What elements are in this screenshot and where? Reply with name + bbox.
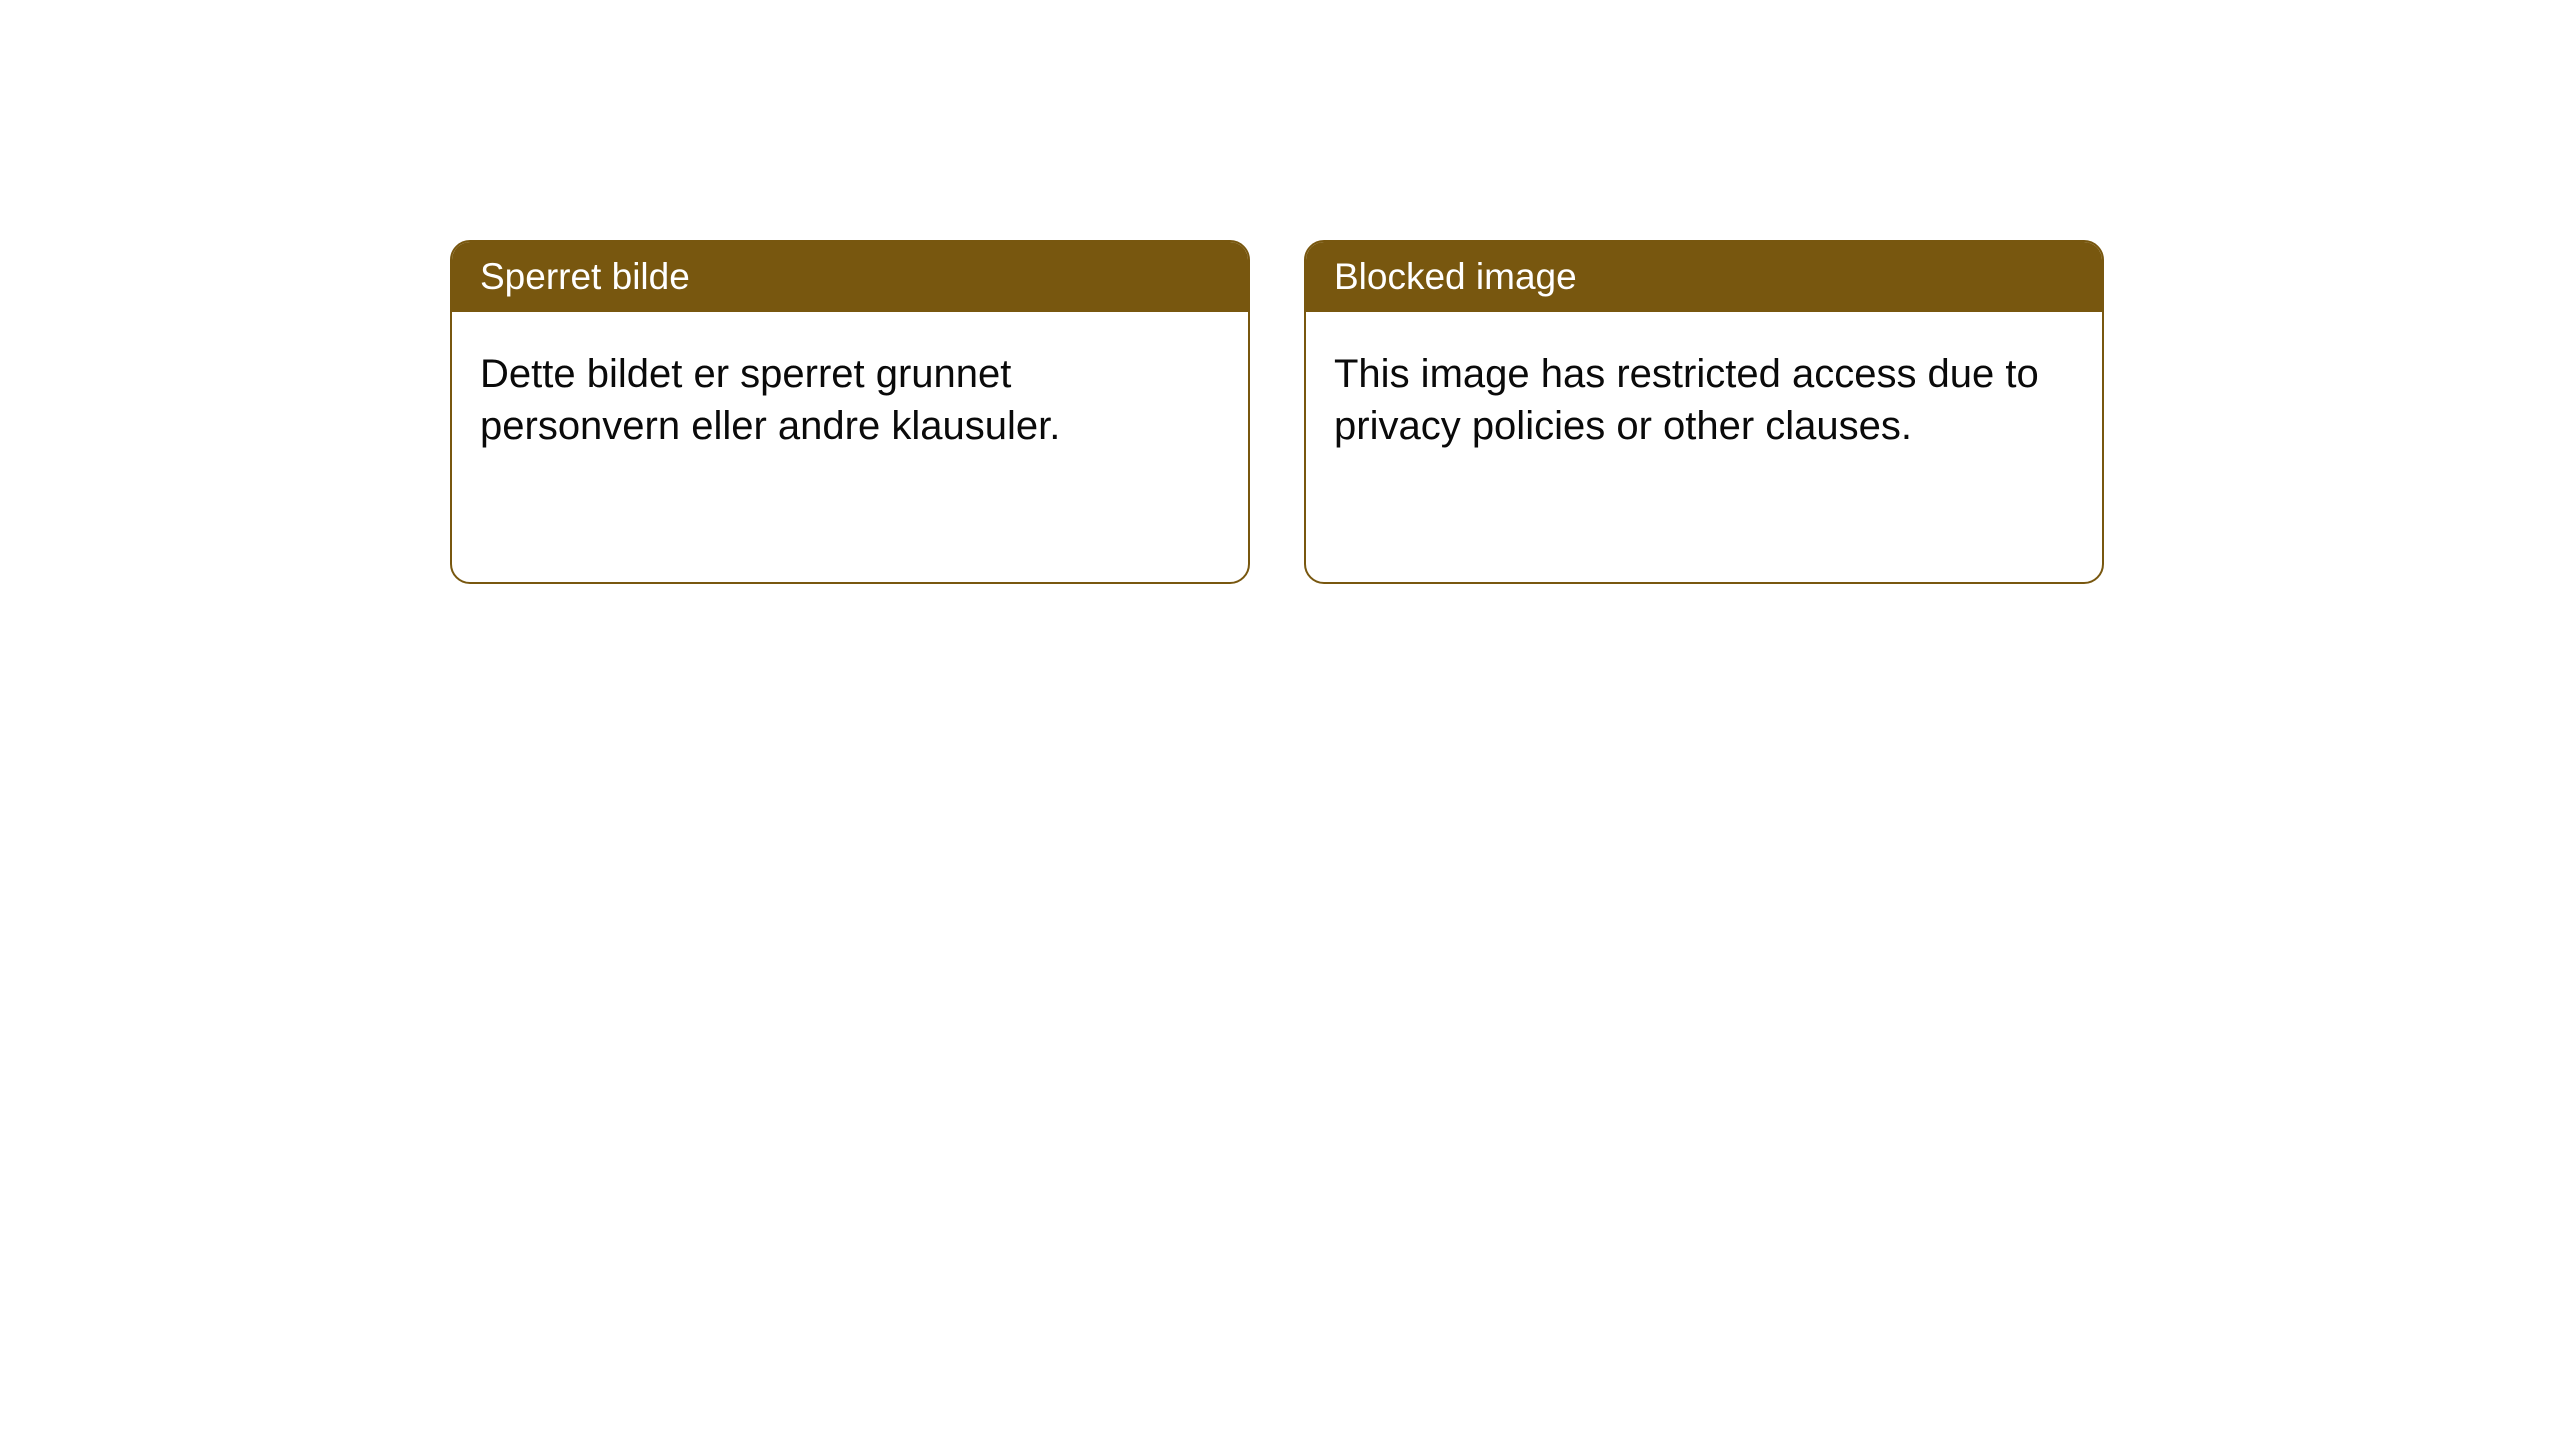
notice-title-en: Blocked image [1306, 242, 2102, 312]
notice-card-en: Blocked image This image has restricted … [1304, 240, 2104, 584]
notice-body-en: This image has restricted access due to … [1306, 312, 2102, 582]
notice-body-no: Dette bildet er sperret grunnet personve… [452, 312, 1248, 582]
notice-card-no: Sperret bilde Dette bildet er sperret gr… [450, 240, 1250, 584]
notice-title-no: Sperret bilde [452, 242, 1248, 312]
notice-container: Sperret bilde Dette bildet er sperret gr… [450, 240, 2104, 584]
